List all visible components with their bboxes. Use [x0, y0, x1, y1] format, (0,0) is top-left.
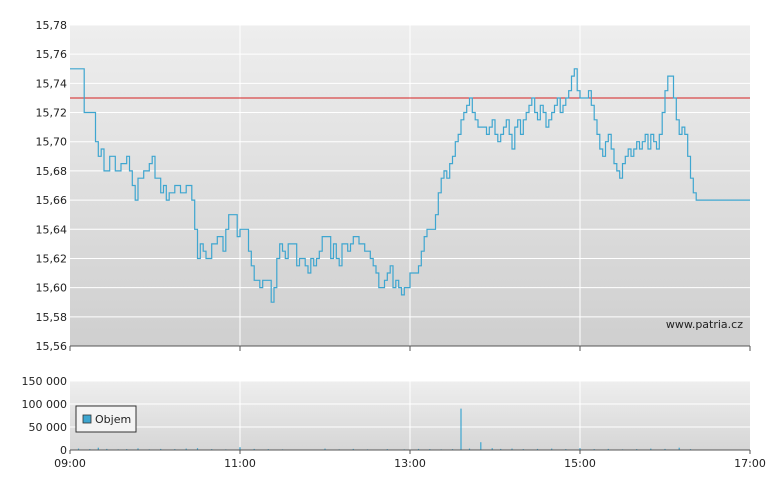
volume-bar — [352, 448, 354, 450]
volume-bar — [460, 408, 462, 450]
price-x-ticks — [69, 346, 751, 351]
volume-bar — [417, 448, 420, 450]
volume-bar — [607, 448, 609, 450]
x-tick-label: 15:00 — [564, 457, 596, 470]
volume-bar — [324, 448, 326, 450]
x-tick-label: 13:00 — [394, 457, 426, 470]
volume-bar — [253, 448, 255, 450]
price-y-tick-label: 15,56 — [36, 340, 68, 353]
volume-bar — [77, 448, 80, 450]
volume-bar — [468, 448, 471, 450]
volume-y-tick-label: 50 000 — [29, 421, 68, 434]
legend-label: Objem — [95, 413, 131, 426]
price-y-tick-label: 15,60 — [36, 282, 68, 295]
volume-bar — [185, 448, 187, 450]
price-y-tick-label: 15,68 — [36, 165, 68, 178]
volume-bar — [551, 448, 553, 450]
price-y-tick-label: 15,58 — [36, 311, 68, 324]
x-tick-label: 11:00 — [224, 457, 256, 470]
price-y-axis: 15,56 15,58 15,60 15,62 15,64 15,66 15,68 15,70… — [36, 19, 68, 353]
volume-bar — [480, 442, 482, 450]
price-y-tick-label: 15,74 — [36, 77, 68, 90]
price-y-tick-label: 15,70 — [36, 136, 68, 149]
price-y-tick-label: 15,78 — [36, 19, 68, 32]
volume-bar — [500, 448, 502, 450]
price-y-tick-label: 15,64 — [36, 223, 68, 236]
volume-x-axis: 09:00 11:00 13:00 15:00 17:00 — [54, 450, 766, 470]
volume-y-tick-label: 0 — [60, 444, 67, 457]
volume-bar — [160, 448, 162, 450]
volume-bar — [678, 447, 680, 450]
volume-bar — [579, 448, 581, 450]
volume-y-axis: 0 50 000 100 000 150 000 — [22, 375, 68, 457]
price-y-tick-label: 15,66 — [36, 194, 68, 207]
price-panel: 15,56 15,58 15,60 15,62 15,64 15,66 15,68 15,70… — [36, 19, 751, 353]
volume-bar — [664, 448, 666, 450]
price-y-tick-label: 15,72 — [36, 107, 68, 120]
x-tick-label: 17:00 — [734, 457, 766, 470]
volume-panel: 0 50 000 100 000 150 000 09:00 11:00 13:00 15:… — [22, 375, 766, 470]
volume-y-tick-label: 100 000 — [22, 398, 68, 411]
volume-bar — [239, 447, 241, 450]
volume-bar — [536, 448, 539, 450]
legend-swatch — [82, 414, 92, 424]
price-y-tick-label: 15,62 — [36, 252, 68, 265]
volume-bar — [491, 448, 493, 450]
volume-bar — [511, 448, 513, 450]
price-y-tick-label: 15,76 — [36, 48, 68, 61]
volume-y-tick-label: 150 000 — [22, 375, 68, 388]
volume-grid — [70, 380, 750, 450]
volume-bar — [137, 448, 139, 450]
price-series-line — [70, 68, 750, 303]
volume-bar — [106, 448, 108, 450]
volume-bar — [196, 448, 199, 450]
x-tick-label: 09:00 — [54, 457, 86, 470]
legend: Objem — [75, 405, 137, 433]
watermark: www.patria.cz — [666, 318, 743, 331]
volume-bar — [650, 448, 652, 450]
volume-bar — [97, 447, 99, 450]
